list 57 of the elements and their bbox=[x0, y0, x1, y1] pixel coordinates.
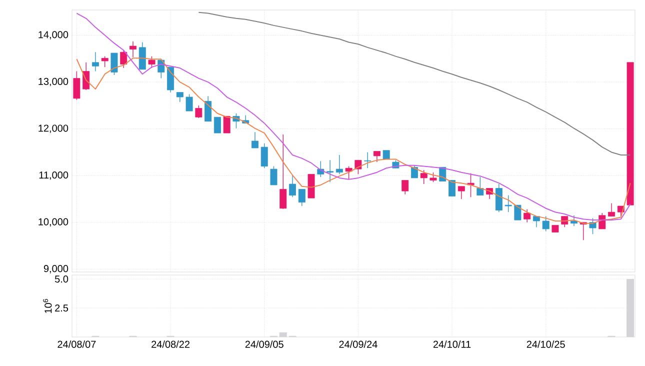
candlestick bbox=[364, 152, 372, 168]
y-tick-label: 11,000 bbox=[39, 171, 68, 180]
candlestick bbox=[92, 52, 99, 72]
x-tick-label: 24/10/25 bbox=[526, 340, 565, 348]
candlestick bbox=[504, 194, 512, 212]
candlestick bbox=[214, 116, 221, 134]
candlestick bbox=[176, 92, 184, 103]
x-tick-label: 24/08/07 bbox=[58, 340, 96, 348]
x-tick-label: 24/08/22 bbox=[152, 340, 190, 348]
x-tick-label: 24/09/05 bbox=[245, 340, 284, 348]
candlestick bbox=[298, 188, 306, 206]
candlestick bbox=[514, 204, 522, 220]
candlestick bbox=[345, 166, 352, 180]
candlestick bbox=[195, 105, 202, 118]
candlestick bbox=[411, 164, 418, 178]
candlestick bbox=[542, 216, 550, 232]
candlestick bbox=[308, 174, 315, 198]
y-tick-label: 10,000 bbox=[38, 218, 68, 227]
candlestick bbox=[495, 184, 502, 212]
candlestick bbox=[130, 40, 136, 58]
candlestick bbox=[167, 66, 174, 93]
candlestick bbox=[270, 166, 278, 186]
y-tick-label: 9,000 bbox=[44, 265, 68, 274]
candlestick bbox=[448, 180, 456, 197]
candlestick bbox=[289, 174, 296, 198]
candlestick bbox=[73, 70, 80, 100]
y-axis-title: 10$^{6}$ bbox=[43, 299, 52, 313]
candlestick bbox=[251, 132, 258, 148]
candlestick bbox=[260, 142, 268, 168]
y-tick-label: 2.5 bbox=[55, 304, 68, 312]
x-tick-label: 24/09/24 bbox=[339, 340, 378, 348]
candlestick bbox=[280, 134, 287, 210]
candlestick bbox=[101, 56, 108, 68]
candlestick bbox=[373, 150, 380, 162]
candlestick bbox=[402, 180, 409, 195]
candlestick bbox=[204, 96, 212, 122]
candlestick bbox=[524, 208, 531, 223]
candlestick bbox=[336, 154, 343, 175]
candlestick bbox=[570, 215, 578, 226]
candlestick bbox=[598, 212, 606, 230]
y-tick-label: 14,000 bbox=[38, 31, 68, 40]
candlestick bbox=[148, 56, 156, 68]
candlestick bbox=[420, 170, 428, 184]
candlestick bbox=[476, 176, 484, 196]
candlestick bbox=[186, 94, 193, 112]
candlestick bbox=[120, 50, 128, 68]
candlestick bbox=[110, 52, 118, 76]
candlestick bbox=[430, 172, 437, 183]
candlestick bbox=[223, 116, 230, 134]
y-tick-label: 5.0 bbox=[54, 276, 68, 283]
y-tick-label: 12,000 bbox=[38, 124, 68, 133]
y-tick-label: 13,000 bbox=[38, 78, 68, 86]
candlestick bbox=[608, 202, 616, 217]
candlestick bbox=[458, 186, 465, 200]
candlestick bbox=[326, 160, 334, 183]
x-tick-label: 24/10/11 bbox=[433, 340, 471, 348]
candlestick bbox=[138, 42, 146, 70]
